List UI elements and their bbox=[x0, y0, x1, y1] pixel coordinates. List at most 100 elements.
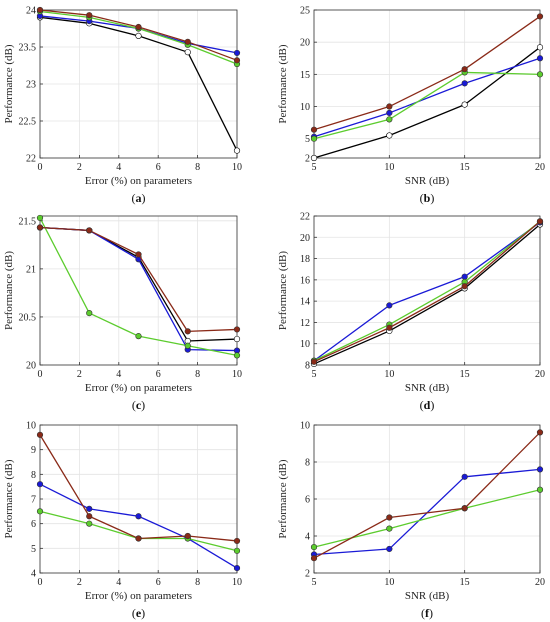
y-tick-label: 20 bbox=[300, 38, 310, 49]
data-point-blue bbox=[461, 473, 468, 480]
data-point-green bbox=[184, 342, 191, 349]
y-tick-label: 10 bbox=[300, 339, 310, 350]
y-tick-label: 9 bbox=[31, 445, 36, 456]
y-tick-label: 18 bbox=[300, 254, 310, 265]
data-point-red bbox=[135, 251, 142, 258]
series-line-blue bbox=[313, 221, 541, 362]
x-tick-label: 10 bbox=[232, 162, 242, 173]
x-tick-label: 15 bbox=[460, 369, 470, 380]
data-point-red bbox=[135, 23, 142, 31]
x-axis-label: SNR (dB) bbox=[405, 175, 450, 187]
data-point-red bbox=[461, 283, 468, 290]
series-line-blue bbox=[39, 226, 238, 352]
data-point-green bbox=[233, 547, 241, 554]
y-tick-label: 23 bbox=[26, 80, 36, 91]
x-tick-label: 2 bbox=[77, 577, 82, 588]
x-tick-label: 10 bbox=[384, 369, 394, 380]
y-tick-label: 6 bbox=[305, 495, 310, 506]
y-tick-label: 20 bbox=[26, 361, 36, 372]
data-point-red bbox=[36, 431, 44, 438]
panel-label: (a) bbox=[132, 191, 146, 205]
data-point-green bbox=[36, 214, 44, 222]
x-tick-label: 10 bbox=[232, 577, 242, 588]
data-point-red bbox=[86, 12, 93, 19]
y-tick-label: 12 bbox=[300, 318, 310, 329]
x-tick-label: 15 bbox=[460, 577, 470, 588]
x-tick-label: 10 bbox=[384, 577, 394, 588]
data-point-green bbox=[386, 116, 393, 123]
data-point-green bbox=[135, 333, 142, 340]
panel-label: (e) bbox=[132, 606, 145, 620]
y-tick-label: 25 bbox=[300, 6, 310, 17]
data-point-green bbox=[86, 309, 93, 317]
data-point-red bbox=[461, 66, 468, 73]
series-line-blue bbox=[313, 57, 541, 138]
y-axis-label: Performance (dB) bbox=[3, 459, 15, 538]
series-line-black bbox=[313, 46, 541, 159]
y-tick-label: 16 bbox=[300, 275, 310, 286]
data-point-red bbox=[310, 358, 318, 365]
x-tick-label: 5 bbox=[312, 369, 317, 380]
x-tick-label: 2 bbox=[77, 162, 82, 173]
plot-frame bbox=[313, 215, 541, 366]
data-point-green bbox=[310, 543, 318, 551]
data-point-red bbox=[233, 57, 241, 64]
y-tick-label: 8 bbox=[305, 361, 310, 372]
data-point-red bbox=[135, 535, 142, 542]
data-point-red bbox=[536, 13, 544, 20]
panel-label: (f) bbox=[421, 606, 433, 620]
series-line-red bbox=[313, 431, 541, 559]
x-tick-label: 0 bbox=[38, 162, 43, 173]
y-tick-label: 4 bbox=[31, 569, 36, 580]
data-point-green bbox=[233, 352, 241, 359]
y-tick-label: 4 bbox=[305, 532, 310, 543]
y-tick-label: 8 bbox=[305, 458, 310, 469]
data-point-red bbox=[386, 103, 393, 110]
x-tick-label: 2 bbox=[77, 369, 82, 380]
data-point-blue bbox=[461, 273, 468, 280]
data-point-green bbox=[386, 525, 393, 532]
y-tick-label: 5 bbox=[305, 134, 310, 145]
x-tick-label: 10 bbox=[384, 162, 394, 173]
x-tick-label: 5 bbox=[312, 577, 317, 588]
y-tick-label: 14 bbox=[300, 297, 310, 308]
data-point-red bbox=[310, 126, 318, 133]
x-tick-label: 8 bbox=[195, 162, 200, 173]
x-axis-label: Error (%) on parameters bbox=[85, 590, 192, 602]
data-point-blue bbox=[233, 49, 241, 57]
y-tick-label: 2 bbox=[305, 154, 310, 165]
y-tick-label: 23.5 bbox=[19, 43, 37, 54]
series-line-red bbox=[39, 226, 238, 333]
x-tick-label: 8 bbox=[195, 369, 200, 380]
y-tick-label: 7 bbox=[31, 495, 36, 506]
y-tick-label: 2 bbox=[305, 569, 310, 580]
x-axis-label: SNR (dB) bbox=[405, 382, 450, 394]
x-tick-label: 10 bbox=[232, 369, 242, 380]
chart-panel-c: 0 2 4 6 8 10 20 20.5 21 21.5 Error (%) on paramete… bbox=[3, 214, 242, 412]
data-point-black bbox=[184, 49, 191, 56]
series-line-black bbox=[39, 226, 238, 342]
y-axis-label: Performance (dB) bbox=[277, 459, 289, 538]
data-point-red bbox=[386, 514, 393, 521]
series-line-black bbox=[313, 224, 541, 365]
chart-panel-e: 0 2 4 6 8 10 4 5 6 7 8 9 10 Error (%) on parameters Pe… bbox=[3, 421, 242, 621]
data-point-blue bbox=[461, 80, 468, 87]
data-point-blue bbox=[135, 513, 142, 520]
data-point-red bbox=[36, 224, 44, 231]
data-point-red bbox=[310, 555, 318, 562]
x-axis-label: SNR (dB) bbox=[405, 590, 450, 602]
series-line-blue bbox=[313, 468, 541, 556]
y-tick-label: 21 bbox=[26, 264, 36, 275]
series-line-green bbox=[313, 220, 541, 362]
y-tick-label: 10 bbox=[300, 102, 310, 113]
data-point-red bbox=[461, 505, 468, 512]
y-tick-label: 5 bbox=[31, 544, 36, 555]
series-line-blue bbox=[39, 483, 238, 569]
data-point-red bbox=[386, 324, 393, 331]
panel-label: (b) bbox=[420, 191, 435, 205]
x-tick-label: 20 bbox=[535, 369, 545, 380]
x-tick-label: 15 bbox=[460, 162, 470, 173]
x-tick-label: 4 bbox=[116, 577, 121, 588]
